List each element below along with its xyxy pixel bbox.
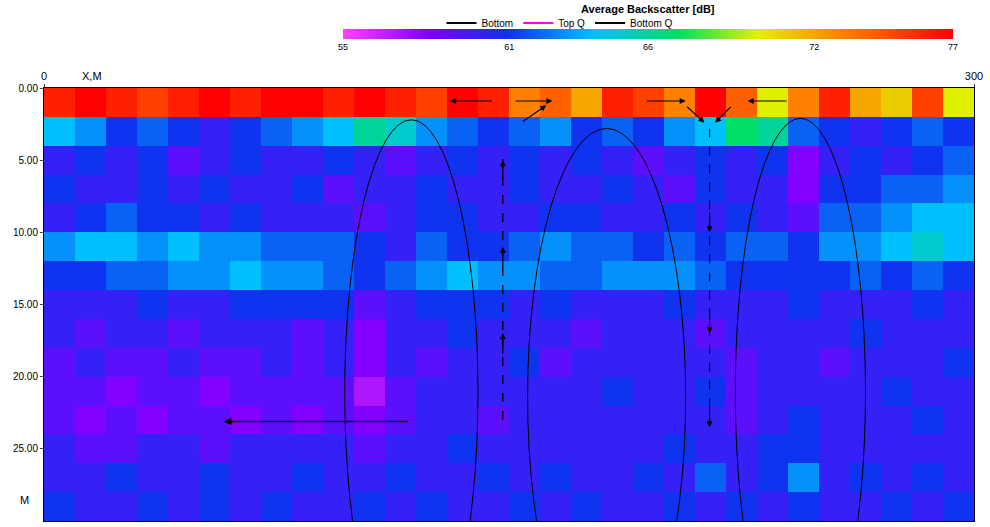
svg-text:66: 66 — [643, 42, 653, 52]
svg-text:Average Backscatter [dB]: Average Backscatter [dB] — [581, 3, 715, 15]
svg-text:55: 55 — [338, 42, 348, 52]
svg-text:Bottom: Bottom — [482, 18, 514, 29]
svg-text:20.00: 20.00 — [13, 371, 38, 382]
svg-text:5.00: 5.00 — [19, 155, 39, 166]
svg-text:15.00: 15.00 — [13, 299, 38, 310]
svg-text:0: 0 — [41, 70, 47, 82]
svg-text:X,M: X,M — [82, 70, 102, 82]
svg-text:0.00: 0.00 — [19, 83, 39, 94]
svg-text:300: 300 — [965, 70, 983, 82]
svg-text:10.00: 10.00 — [13, 227, 38, 238]
svg-text:Bottom Q: Bottom Q — [630, 18, 672, 29]
svg-text:M: M — [20, 494, 29, 506]
svg-text:25.00: 25.00 — [13, 443, 38, 454]
svg-text:Top Q: Top Q — [558, 18, 585, 29]
svg-text:77: 77 — [948, 42, 958, 52]
svg-text:61: 61 — [504, 42, 514, 52]
svg-text:72: 72 — [809, 42, 819, 52]
